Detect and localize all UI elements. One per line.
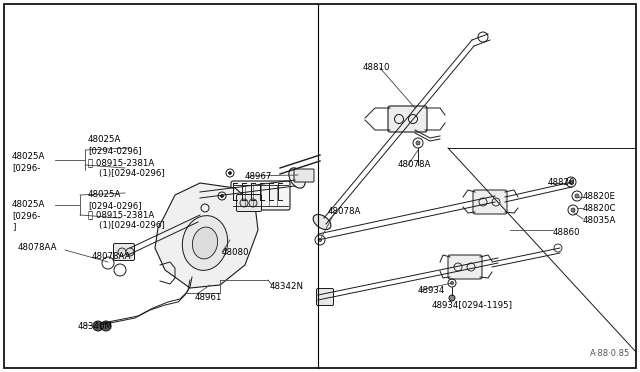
Text: 48078AA: 48078AA [92, 252, 131, 261]
Text: 48035A: 48035A [583, 216, 616, 225]
Ellipse shape [193, 227, 218, 259]
Text: Ⓣ 08915-2381A
    (1)[0294-0296]: Ⓣ 08915-2381A (1)[0294-0296] [88, 210, 164, 230]
Circle shape [571, 208, 575, 212]
Circle shape [451, 282, 454, 285]
Circle shape [449, 295, 455, 301]
Text: 48820C: 48820C [583, 204, 616, 213]
Text: 48860: 48860 [553, 228, 580, 237]
Ellipse shape [289, 168, 305, 188]
Circle shape [575, 194, 579, 198]
Text: 48820: 48820 [548, 178, 575, 187]
Text: A·88·0.85: A·88·0.85 [589, 349, 630, 358]
Text: 48025A
[0294-0296]: 48025A [0294-0296] [88, 190, 141, 210]
Circle shape [249, 199, 257, 207]
Text: Ⓣ 08915-2381A
    (1)[0294-0296]: Ⓣ 08915-2381A (1)[0294-0296] [88, 158, 164, 178]
Circle shape [126, 248, 134, 256]
Circle shape [118, 248, 126, 256]
Circle shape [569, 180, 573, 184]
Text: 48078AA: 48078AA [18, 243, 58, 252]
Text: 48961: 48961 [195, 293, 222, 302]
FancyBboxPatch shape [317, 289, 333, 305]
Text: 48342N: 48342N [270, 282, 304, 291]
Text: 48025A
[0294-0296]: 48025A [0294-0296] [88, 135, 141, 155]
Polygon shape [155, 183, 258, 288]
Text: 48078A: 48078A [328, 207, 362, 216]
Ellipse shape [313, 214, 331, 230]
FancyBboxPatch shape [448, 255, 482, 279]
FancyBboxPatch shape [388, 106, 427, 132]
Text: 48078A: 48078A [398, 160, 431, 169]
Circle shape [240, 199, 248, 207]
Circle shape [221, 195, 223, 198]
Ellipse shape [182, 216, 228, 270]
Text: 48934: 48934 [418, 286, 445, 295]
Circle shape [319, 238, 321, 241]
FancyBboxPatch shape [113, 244, 134, 260]
FancyBboxPatch shape [473, 190, 507, 214]
Text: 48080: 48080 [222, 248, 250, 257]
Circle shape [101, 321, 111, 331]
FancyBboxPatch shape [294, 169, 314, 182]
Circle shape [228, 171, 232, 174]
Text: 48934[0294-1195]: 48934[0294-1195] [432, 300, 513, 309]
Text: 48025A
[0296-
]: 48025A [0296- ] [12, 200, 45, 231]
Text: 48810: 48810 [363, 63, 390, 72]
Circle shape [416, 141, 420, 145]
FancyBboxPatch shape [237, 195, 262, 212]
Text: 48340M: 48340M [78, 322, 113, 331]
Text: 48820E: 48820E [583, 192, 616, 201]
Circle shape [93, 321, 103, 331]
Text: 48025A
[0296-: 48025A [0296- [12, 152, 45, 172]
Text: 48967: 48967 [245, 172, 273, 181]
FancyBboxPatch shape [231, 181, 290, 210]
